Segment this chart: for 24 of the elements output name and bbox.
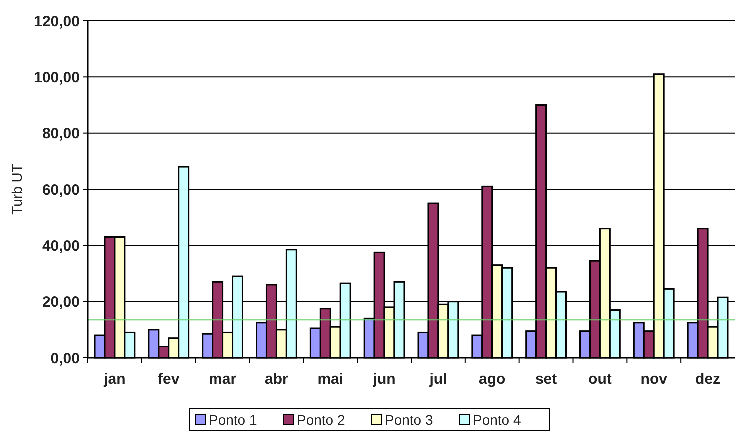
y-tick-label: 100,00 <box>34 69 80 86</box>
x-tick-label: dez <box>696 371 721 388</box>
x-tick-label: jan <box>103 371 126 388</box>
legend-label: Ponto 1 <box>209 412 258 428</box>
y-tick-label: 120,00 <box>34 13 80 30</box>
legend-label: Ponto 3 <box>385 412 434 428</box>
y-axis-title: Turb UT <box>9 164 25 215</box>
x-tick-label: mar <box>209 371 237 388</box>
x-tick-label: ago <box>479 371 506 388</box>
y-tick-label: 60,00 <box>42 182 80 199</box>
legend-label: Ponto 4 <box>473 412 522 428</box>
x-tick-label: out <box>588 371 612 388</box>
legend-label: Ponto 2 <box>297 412 346 428</box>
x-tick-label: nov <box>640 371 668 388</box>
y-tick-label: 40,00 <box>42 238 80 255</box>
x-tick-label: jun <box>372 371 396 388</box>
x-tick-label: fev <box>158 371 180 388</box>
x-tick-label: jul <box>428 371 448 388</box>
x-tick-label: abr <box>265 371 289 388</box>
x-tick-label: set <box>535 371 558 388</box>
y-tick-label: 80,00 <box>42 126 80 143</box>
y-tick-label: 20,00 <box>42 294 80 312</box>
x-tick-label: mai <box>318 371 344 388</box>
y-tick-label: 0,00 <box>50 350 80 368</box>
